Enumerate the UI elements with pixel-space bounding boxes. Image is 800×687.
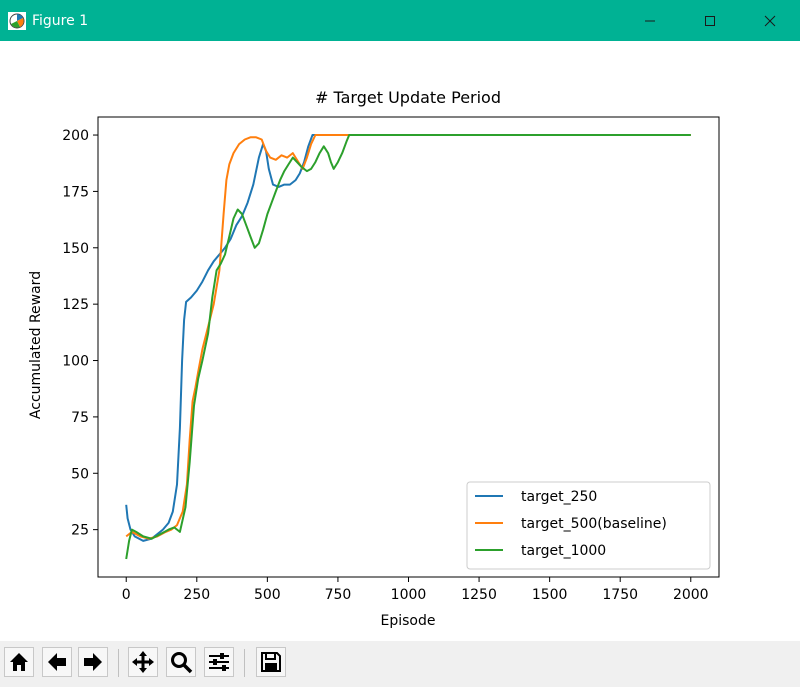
legend-label: target_1000: [521, 543, 606, 559]
legend-label: target_250: [521, 489, 597, 505]
x-tick-label: 0: [122, 587, 131, 603]
y-tick-label: 125: [62, 297, 89, 313]
home-button[interactable]: [4, 647, 34, 677]
x-tick-label: 500: [254, 587, 281, 603]
back-button[interactable]: [42, 647, 72, 677]
y-tick-label: 200: [62, 128, 89, 144]
toolbar-separator: [118, 649, 119, 677]
minimize-button[interactable]: [620, 0, 680, 41]
legend: target_250 target_500(baseline) target_100…: [466, 481, 711, 570]
zoom-button[interactable]: [166, 647, 196, 677]
y-tick-label: 25: [71, 523, 89, 539]
pan-icon: [132, 651, 154, 673]
pan-button[interactable]: [128, 647, 158, 677]
save-icon: [261, 652, 281, 672]
navigation-toolbar: [0, 641, 800, 687]
save-button[interactable]: [256, 647, 286, 677]
x-tick-label: 1250: [461, 587, 497, 603]
maximize-button[interactable]: [680, 0, 740, 41]
legend-box: [466, 481, 711, 570]
series-line-3: [125, 134, 691, 560]
x-tick-label: 750: [325, 587, 352, 603]
x-tick-label: 1500: [532, 587, 568, 603]
y-tick-label: 150: [62, 241, 89, 257]
x-tick-label: 250: [183, 587, 210, 603]
x-tick-label: 1750: [602, 587, 638, 603]
configure-subplots-button[interactable]: [204, 647, 234, 677]
legend-label: target_500(baseline): [521, 516, 667, 532]
window-titlebar[interactable]: Figure 1: [0, 0, 800, 41]
series-line-1: [125, 134, 691, 542]
minimize-icon: [645, 20, 655, 21]
forward-button[interactable]: [78, 647, 108, 677]
series-layer: [125, 134, 691, 560]
toolbar-separator: [244, 649, 245, 677]
y-tick-label: 50: [71, 466, 89, 482]
y-tick-label: 75: [71, 410, 89, 426]
x-tick-label: 1000: [391, 587, 427, 603]
x-tick-label: 2000: [673, 587, 709, 603]
window-title: Figure 1: [32, 13, 89, 29]
y-tick-label: 100: [62, 354, 89, 370]
chart-canvas[interactable]: 0 250 500 750 1000 1250 1500 1750 2000 25 50 75 100 1…: [0, 41, 800, 641]
x-axis-label: Episode: [381, 613, 436, 629]
chart-title: # Target Update Period: [315, 88, 501, 107]
back-arrow-icon: [48, 653, 66, 671]
close-icon: [764, 15, 776, 26]
close-button[interactable]: [740, 0, 800, 41]
forward-arrow-icon: [84, 653, 102, 671]
zoom-icon: [171, 652, 193, 674]
home-icon: [10, 653, 28, 671]
maximize-icon: [705, 15, 715, 26]
app-icon: [8, 12, 26, 30]
configure-subplots-icon: [209, 653, 229, 671]
y-tick-label: 175: [62, 184, 89, 200]
axes-layer: 0 250 500 750 1000 1250 1500 1750 2000 25 50 75 100 1…: [62, 116, 720, 603]
y-axis-label: Accumulated Reward: [28, 271, 44, 419]
